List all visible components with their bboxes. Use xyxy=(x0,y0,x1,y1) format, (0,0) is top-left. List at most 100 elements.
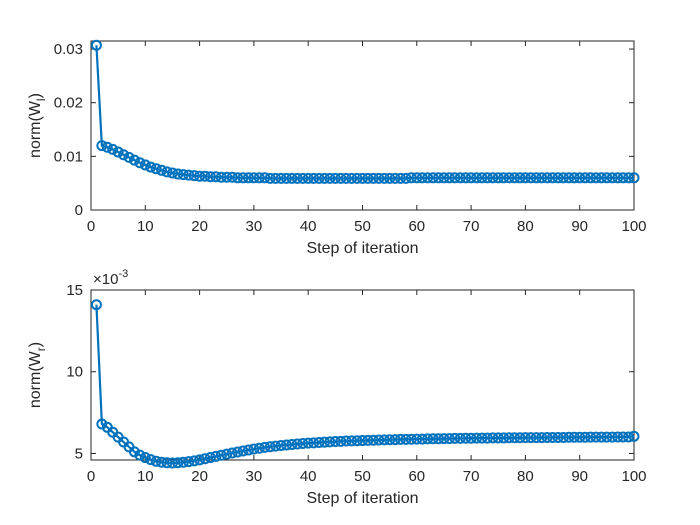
data-point xyxy=(90,299,102,311)
data-point xyxy=(438,433,450,445)
data-point xyxy=(232,172,244,184)
data-point xyxy=(373,172,385,184)
data-point xyxy=(318,436,330,448)
x-tick-label: 60 xyxy=(408,218,425,235)
data-point xyxy=(628,172,640,184)
subplot-top: 0 10 20 30 40 50 60 70 80 90 100 0 0.01 0.02 0.03 Step … xyxy=(27,39,647,257)
x-tick-label: 50 xyxy=(354,218,371,235)
x-tick-label: 70 xyxy=(463,468,480,485)
data-point xyxy=(471,172,483,184)
data-point xyxy=(492,172,504,184)
x-tick-label: 80 xyxy=(517,218,534,235)
data-point xyxy=(481,432,493,444)
data-point xyxy=(226,447,238,459)
data-point xyxy=(199,170,211,182)
x-tick-label: 70 xyxy=(463,218,480,235)
data-point xyxy=(210,171,222,183)
x-tick-label: 90 xyxy=(571,218,588,235)
x-tick-label: 10 xyxy=(137,468,154,485)
x-tick-label: 20 xyxy=(191,468,208,485)
data-point xyxy=(253,442,265,454)
data-point xyxy=(617,172,629,184)
data-point xyxy=(471,432,483,444)
data-point xyxy=(275,172,287,184)
data-point xyxy=(324,172,336,184)
x-tick-label: 10 xyxy=(137,218,154,235)
data-point xyxy=(351,435,363,447)
data-point xyxy=(389,434,401,446)
data-point xyxy=(574,172,586,184)
data-point xyxy=(188,455,200,467)
data-point xyxy=(177,169,189,181)
exponent-base: ×10 xyxy=(93,271,118,288)
y-axis-title-close: ) xyxy=(27,93,44,98)
data-point xyxy=(264,172,276,184)
y-tick-label: 0.03 xyxy=(54,41,83,58)
y-axis-title-subscript: l xyxy=(34,98,48,101)
data-point xyxy=(134,157,146,169)
y-axis-title-close: ) xyxy=(27,342,44,347)
data-point xyxy=(308,437,320,449)
data-point xyxy=(530,172,542,184)
data-point xyxy=(411,172,423,184)
y-tick-label: 0.02 xyxy=(54,95,83,112)
data-point xyxy=(519,432,531,444)
data-point xyxy=(237,172,249,184)
data-point xyxy=(242,444,254,456)
data-point xyxy=(308,172,320,184)
data-point xyxy=(259,172,271,184)
y-axis-title: norm(Wr) xyxy=(27,342,48,408)
data-point xyxy=(101,141,113,153)
data-point xyxy=(487,432,499,444)
data-point xyxy=(427,172,439,184)
data-point xyxy=(166,167,178,179)
data-point xyxy=(454,432,466,444)
data-point xyxy=(280,439,292,451)
data-point xyxy=(335,172,347,184)
data-point xyxy=(585,431,597,443)
x-tick-label: 40 xyxy=(300,218,317,235)
data-point xyxy=(460,432,472,444)
data-point xyxy=(253,172,265,184)
data-point xyxy=(492,432,504,444)
data-point xyxy=(590,431,602,443)
bottom-axes-frame xyxy=(90,289,635,461)
data-point xyxy=(552,172,564,184)
data-point xyxy=(519,172,531,184)
data-point xyxy=(498,172,510,184)
data-point xyxy=(579,431,591,443)
data-point xyxy=(318,172,330,184)
data-point xyxy=(221,171,233,183)
data-point xyxy=(362,434,374,446)
data-point xyxy=(443,433,455,445)
data-point xyxy=(248,443,260,455)
data-point xyxy=(514,432,526,444)
data-point xyxy=(367,172,379,184)
data-point xyxy=(280,172,292,184)
x-tick-label: 60 xyxy=(408,468,425,485)
y-axis-title: norm(Wl) xyxy=(27,93,48,158)
data-point xyxy=(297,437,309,449)
data-point xyxy=(248,172,260,184)
data-point xyxy=(357,172,368,184)
y-tick-label: 15 xyxy=(66,282,83,299)
data-point xyxy=(541,431,553,443)
x-tick-label: 80 xyxy=(517,468,534,485)
data-point xyxy=(411,433,423,445)
data-point xyxy=(405,433,417,445)
data-point xyxy=(270,172,282,184)
data-point xyxy=(487,172,499,184)
data-point xyxy=(128,446,140,458)
data-point xyxy=(90,39,102,51)
data-point xyxy=(128,154,140,166)
data-point xyxy=(612,172,624,184)
data-point xyxy=(286,172,298,184)
data-point xyxy=(367,434,379,446)
series-line xyxy=(95,304,635,465)
data-point xyxy=(134,449,146,461)
y-tick-label: 0 xyxy=(75,202,83,219)
data-point xyxy=(112,146,124,158)
y-tick-label: 5 xyxy=(75,445,83,462)
data-point xyxy=(329,172,341,184)
data-point xyxy=(297,172,309,184)
